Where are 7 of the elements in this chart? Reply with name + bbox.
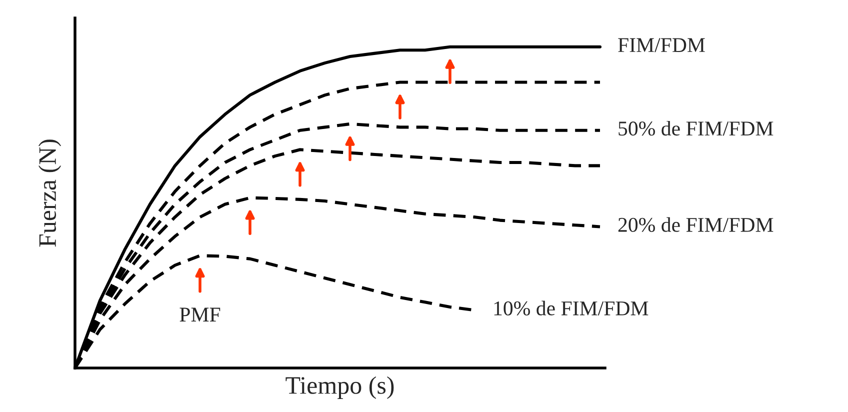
annotation: PMF — [180, 308, 220, 322]
series-label: FIM/FDM — [618, 38, 705, 52]
series-label: 10% de FIM/FDM — [494, 300, 648, 316]
series-label: 50% de FIM/FDM — [618, 120, 774, 136]
series-label: 20% de FIM/FDM — [618, 217, 774, 232]
y-axis-title: Fuerza (N) — [38, 140, 62, 247]
x-axis-title: Tiempo (s) — [286, 376, 394, 400]
